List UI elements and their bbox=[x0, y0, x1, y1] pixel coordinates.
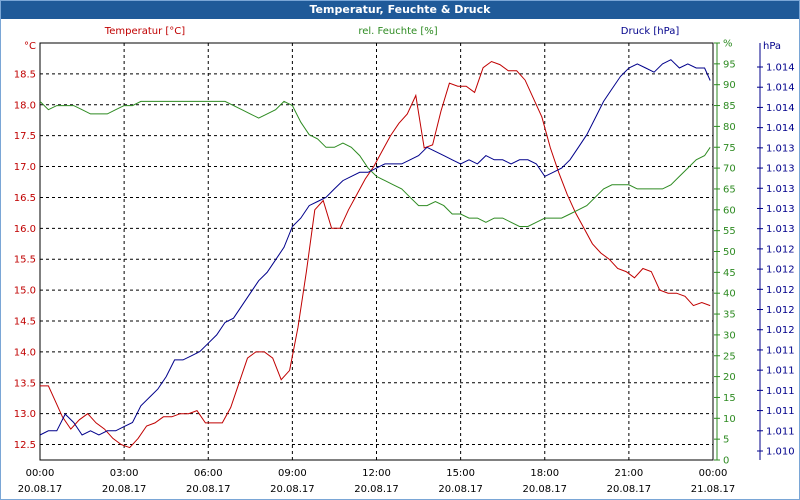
humidity-tick-label: 60 bbox=[723, 205, 736, 216]
time-tick-label: 06:00 bbox=[194, 468, 223, 479]
pressure-series-line bbox=[39, 59, 711, 436]
pressure-tick-label: 1.011 bbox=[766, 426, 795, 437]
time-tick-label: 15:00 bbox=[446, 468, 475, 479]
temperature-tick-label: 18.5 bbox=[14, 69, 36, 80]
pressure-tick-label: 1.011 bbox=[766, 406, 795, 417]
pressure-tick-label: 1.011 bbox=[766, 366, 795, 377]
humidity-tick-label: 50 bbox=[723, 247, 736, 258]
humidity-tick-label: 70 bbox=[723, 164, 736, 175]
time-tick-label: 00:00 bbox=[26, 468, 55, 479]
pressure-tick-label: 1.012 bbox=[766, 285, 795, 296]
temperature-axis: 12.5 13.0 13.5 14.0 14.5 15.0 15.5 16.0 16.5 17.0… bbox=[14, 69, 36, 451]
pressure-tick-label: 1.011 bbox=[766, 345, 795, 356]
humidity-axis: 0 5 10 15 20 25 30 35 40 45 50 55 60 65 70 75 80 85 90 95% bbox=[714, 39, 736, 467]
date-tick-label: 21.08.17 bbox=[691, 484, 736, 495]
pressure-tick-label: 1.014 bbox=[766, 63, 795, 74]
humidity-tick-label: 85 bbox=[723, 101, 736, 112]
humidity-tick-label: 95 bbox=[723, 59, 736, 70]
legend-humidity: rel. Feuchte [%] bbox=[358, 26, 437, 37]
temperature-tick-label: 13.0 bbox=[14, 409, 36, 420]
date-tick-label: 20.08.17 bbox=[102, 484, 147, 495]
pressure-tick-label: 1.013 bbox=[766, 204, 795, 215]
date-tick-label: 20.08.17 bbox=[607, 484, 652, 495]
time-tick-label: 03:00 bbox=[110, 468, 139, 479]
temperature-unit: °C bbox=[24, 41, 36, 52]
pressure-tick-label: 1.014 bbox=[766, 83, 795, 94]
pressure-unit: hPa bbox=[763, 41, 781, 52]
temperature-tick-label: 17.5 bbox=[14, 131, 36, 142]
humidity-tick-label: 0 bbox=[723, 456, 729, 467]
humidity-tick-label: 35 bbox=[723, 310, 736, 321]
humidity-tick-label: 65 bbox=[723, 184, 736, 195]
humidity-tick-label: 10 bbox=[723, 414, 736, 425]
legend-pressure: Druck [hPa] bbox=[621, 26, 680, 37]
humidity-tick-label: 40 bbox=[723, 289, 736, 300]
time-tick-label: 00:00 bbox=[699, 468, 728, 479]
temperature-tick-label: 16.0 bbox=[14, 224, 36, 235]
pressure-tick-label: 1.012 bbox=[766, 244, 795, 255]
pressure-tick-label: 1.012 bbox=[766, 305, 795, 316]
humidity-tick-label: 5 bbox=[723, 435, 729, 446]
time-tick-label: 09:00 bbox=[278, 468, 307, 479]
pressure-tick-label: 1.013 bbox=[766, 164, 795, 175]
date-tick-label: 20.08.17 bbox=[186, 484, 231, 495]
time-tick-label: 21:00 bbox=[614, 468, 643, 479]
temperature-tick-label: 18.0 bbox=[14, 100, 36, 111]
humidity-tick-label: 90 bbox=[723, 80, 736, 91]
pressure-tick-label: 1.011 bbox=[766, 386, 795, 397]
series-lines bbox=[39, 59, 711, 449]
date-tick-label: 20.08.17 bbox=[18, 484, 63, 495]
temperature-tick-label: 14.5 bbox=[14, 317, 36, 328]
grid-lines bbox=[40, 43, 713, 460]
humidity-tick-label: 20 bbox=[723, 372, 736, 383]
date-tick-label: 20.08.17 bbox=[270, 484, 315, 495]
humidity-tick-label: 55 bbox=[723, 226, 736, 237]
time-tick-label: 18:00 bbox=[530, 468, 559, 479]
pressure-axis: 1.010 1.011 1.011 1.011 1.011 1.011 1.012 1.012… bbox=[757, 43, 795, 460]
date-tick-label: 20.08.17 bbox=[522, 484, 567, 495]
humidity-tick-label: 25 bbox=[723, 351, 736, 362]
pressure-tick-label: 1.013 bbox=[766, 143, 795, 154]
pressure-tick-label: 1.010 bbox=[766, 447, 795, 458]
temperature-tick-label: 14.0 bbox=[14, 347, 36, 358]
date-tick-label: 20.08.17 bbox=[438, 484, 483, 495]
temperature-tick-label: 12.5 bbox=[14, 440, 36, 451]
temperature-tick-label: 17.0 bbox=[14, 162, 36, 173]
pressure-tick-label: 1.014 bbox=[766, 123, 795, 134]
window-title: Temperatur, Feuchte & Druck bbox=[1, 1, 799, 19]
humidity-series-line bbox=[39, 100, 711, 227]
temperature-tick-label: 15.0 bbox=[14, 286, 36, 297]
time-axis: 00:00 20.08.17 03:00 20.08.17 06:00 20.08.17 0… bbox=[18, 468, 736, 495]
legend-temperature: Temperatur [°C] bbox=[104, 26, 185, 37]
temperature-tick-label: 13.5 bbox=[14, 378, 36, 389]
humidity-tick-label: % bbox=[723, 39, 733, 50]
humidity-tick-label: 15 bbox=[723, 393, 736, 404]
humidity-tick-label: 30 bbox=[723, 330, 736, 341]
temperature-tick-label: 16.5 bbox=[14, 193, 36, 204]
time-tick-label: 12:00 bbox=[362, 468, 391, 479]
pressure-tick-label: 1.013 bbox=[766, 184, 795, 195]
pressure-tick-label: 1.012 bbox=[766, 325, 795, 336]
humidity-tick-label: 75 bbox=[723, 143, 736, 154]
plot-area-border bbox=[39, 42, 714, 461]
temperature-tick-label: 15.5 bbox=[14, 255, 36, 266]
pressure-tick-label: 1.013 bbox=[766, 224, 795, 235]
humidity-tick-label: 80 bbox=[723, 122, 736, 133]
pressure-tick-label: 1.014 bbox=[766, 103, 795, 114]
pressure-tick-label: 1.012 bbox=[766, 265, 795, 276]
humidity-tick-label: 45 bbox=[723, 268, 736, 279]
date-tick-label: 20.08.17 bbox=[354, 484, 399, 495]
temperature-series-line bbox=[40, 60, 711, 449]
